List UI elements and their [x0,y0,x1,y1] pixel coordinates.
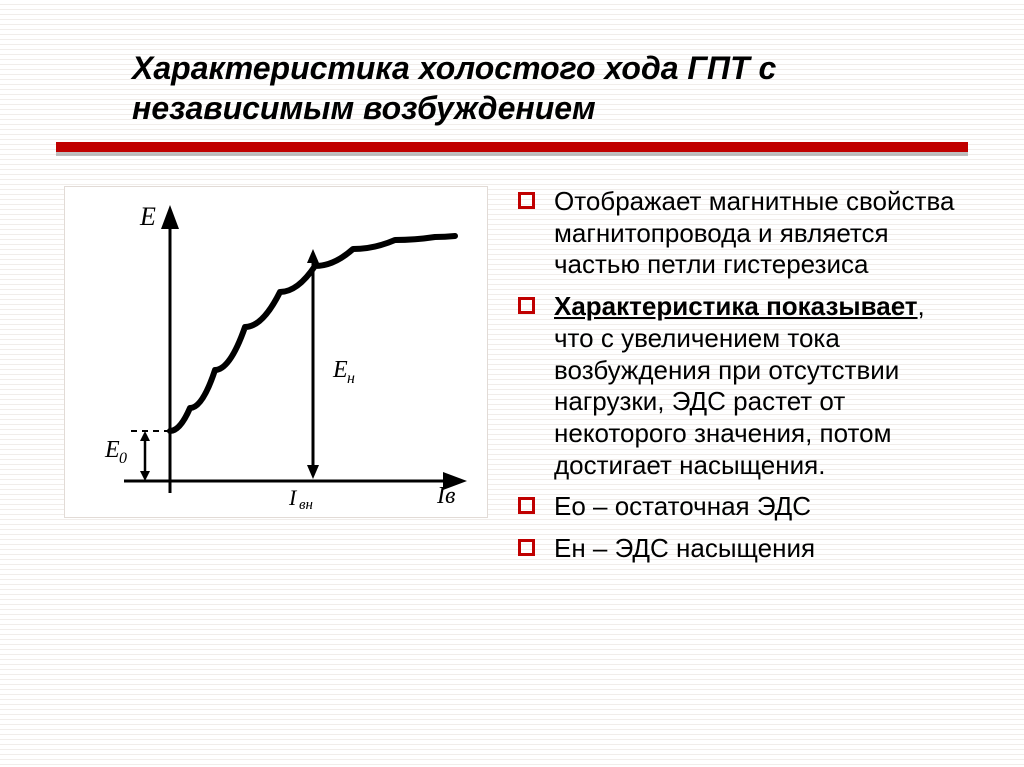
svg-text:н: н [347,370,355,387]
bullet-item: Ео – остаточная ЭДС [514,491,968,523]
slide-title: Характеристика холостого хода ГПТ с неза… [132,48,968,128]
svg-text:0: 0 [119,450,127,467]
bullet-item: Характеристика показывает, что с увеличе… [514,291,968,481]
bullet-list: Отображает магнитные свойства магнитопро… [514,186,968,575]
svg-text:Iв: Iв [436,483,455,509]
bullet-item: Ен – ЭДС насыщения [514,533,968,565]
svg-text:E: E [139,202,156,231]
bullet-item: Отображает магнитные свойства магнитопро… [514,186,968,281]
slide: Характеристика холостого хода ГПТ с неза… [0,0,1024,767]
saturation-chart: EIвE0EнIвн [65,187,487,517]
chart-box: EIвE0EнIвн [64,186,488,518]
bullet-lead: Характеристика показывает [554,291,918,321]
svg-text:E: E [104,437,120,463]
svg-text:E: E [332,357,348,383]
rule-bar [56,142,968,152]
slide-inner: Характеристика холостого хода ГПТ с неза… [0,0,1024,767]
rule-shadow [56,152,968,156]
title-rule [56,142,968,156]
svg-text:вн: вн [299,497,313,513]
svg-text:I: I [288,485,298,510]
bullet-text: Ен – ЭДС насыщения [554,533,815,563]
bullet-text: Ео – остаточная ЭДС [554,491,811,521]
bullet-text: Отображает магнитные свойства магнитопро… [554,186,954,279]
content-row: EIвE0EнIвн Отображает магнитные свойства… [56,186,968,575]
